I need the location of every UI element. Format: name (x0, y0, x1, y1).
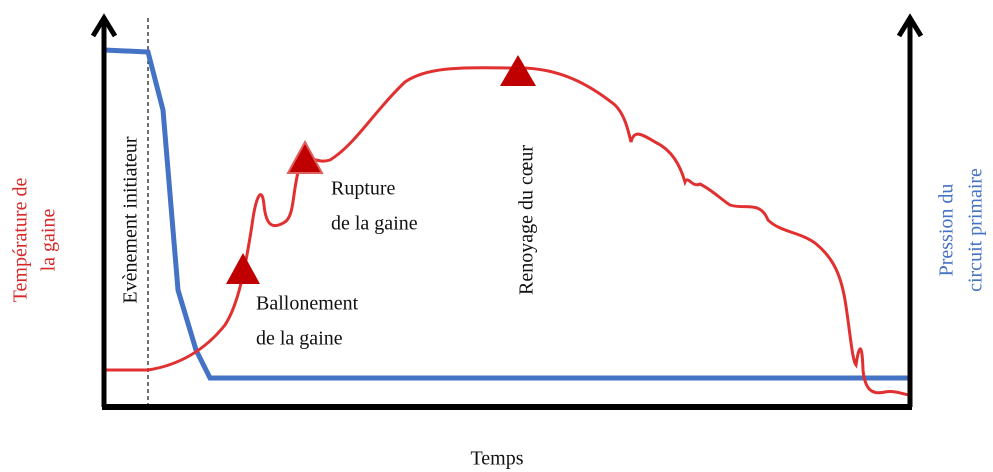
marker (500, 55, 536, 86)
y-left-label: la gaine (38, 209, 60, 272)
right-axis (896, 13, 924, 407)
pressure-curve (103, 47, 910, 381)
marker (226, 253, 260, 284)
x-label: Temps (470, 448, 523, 470)
y-left-label: Température de (10, 178, 32, 303)
event-label: Evènement initiateur (120, 136, 142, 303)
ballooning-label: de la gaine (256, 328, 343, 350)
y-right-label: circuit primaire (965, 168, 987, 292)
y-right-label: Pression du (936, 184, 958, 277)
marker (286, 139, 324, 174)
left-axis (90, 13, 118, 407)
ballooning-label: Ballonement (256, 293, 359, 315)
reflood-label: Renoyage du cœur (516, 145, 538, 295)
rupture-label: de la gaine (331, 213, 418, 235)
rupture-label: Rupture (331, 178, 396, 200)
temperature-curve (104, 66, 911, 397)
